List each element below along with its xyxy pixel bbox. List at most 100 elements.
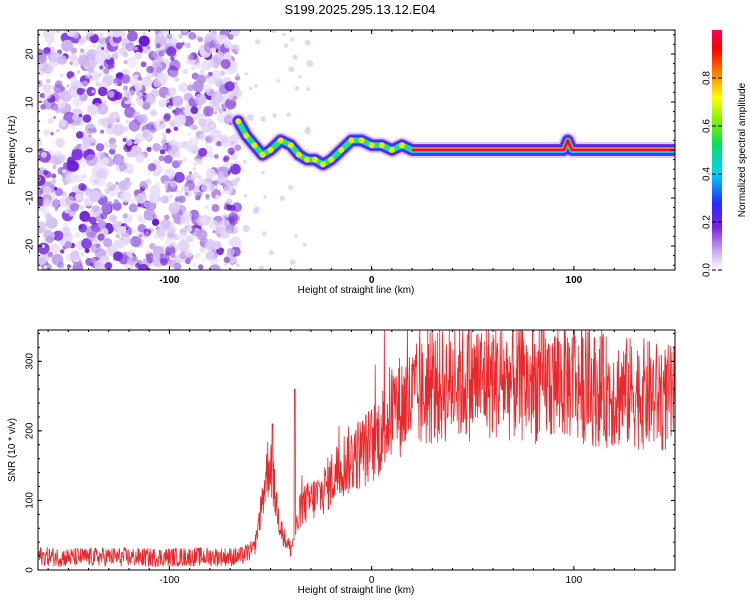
noise-speck (85, 154, 98, 167)
noise-speck (85, 225, 98, 238)
noise-speck (159, 149, 166, 155)
noise-speck (158, 50, 165, 57)
noise-speck (76, 87, 84, 95)
noise-speck (90, 205, 102, 217)
tone-track-point (287, 142, 294, 149)
noise-speck (182, 68, 189, 75)
noise-speck (161, 196, 169, 204)
noise-speck (190, 106, 199, 114)
colorbar-tick-label: 0.2 (702, 215, 713, 229)
noise-speck (225, 162, 230, 167)
noise-speck (165, 128, 171, 134)
noise-speck (55, 30, 61, 33)
noise-speck (230, 236, 242, 248)
snr-frame (37, 329, 676, 571)
noise-speck (71, 149, 83, 161)
noise-speck (260, 116, 266, 122)
noise-speck (158, 247, 164, 254)
noise-speck (81, 80, 88, 87)
figure-title: S199.2025.295.13.12.E04 (284, 2, 435, 17)
noise-speck (81, 238, 92, 249)
noise-speck (210, 47, 217, 54)
noise-speck (153, 79, 161, 88)
noise-speck (158, 197, 163, 202)
noise-speck (146, 74, 152, 80)
tone-track-point (251, 142, 258, 149)
noise-speck (119, 162, 127, 171)
noise-speck (188, 171, 193, 175)
noise-speck (47, 118, 54, 124)
noise-speck (40, 151, 47, 158)
noise-speck (52, 104, 59, 111)
noise-speck (236, 263, 240, 267)
snr-ytick-label: 300 (25, 353, 36, 370)
noise-speck (229, 162, 234, 167)
noise-speck (168, 194, 173, 199)
noise-speck (252, 208, 259, 215)
noise-speck (77, 55, 89, 66)
noise-speck (210, 69, 222, 81)
spectrogram-xtick-label: 100 (566, 275, 583, 286)
noise-speck (123, 60, 128, 65)
noise-speck (211, 204, 220, 212)
noise-speck (223, 184, 233, 195)
noise-speck (205, 251, 215, 261)
snr-xtick-label: -100 (159, 575, 179, 586)
noise-speck (129, 199, 135, 204)
noise-speck (130, 236, 142, 248)
noise-speck (218, 108, 224, 114)
noise-speck (230, 163, 241, 175)
noise-speck (69, 76, 78, 85)
noise-speck (82, 174, 87, 179)
noise-speck (115, 181, 119, 185)
noise-speck (117, 225, 127, 235)
noise-speck (283, 43, 289, 48)
noise-speck (188, 32, 197, 40)
noise-speck (172, 109, 176, 114)
noise-speck (90, 243, 101, 254)
noise-speck (65, 195, 75, 206)
noise-speck (86, 86, 96, 97)
noise-speck (173, 233, 180, 241)
noise-speck (38, 53, 47, 65)
noise-speck (224, 40, 232, 49)
tone-track-point (259, 151, 266, 158)
noise-speck (259, 265, 264, 270)
noise-speck (129, 145, 142, 158)
noise-speck (95, 143, 105, 152)
noise-speck (47, 251, 53, 258)
noise-speck (90, 257, 96, 264)
noise-speck (198, 118, 207, 127)
noise-speck (199, 245, 207, 253)
noise-speck (154, 165, 163, 174)
noise-speck (186, 226, 193, 233)
noise-speck (173, 126, 179, 131)
noise-speck (93, 179, 99, 185)
tone-track-point (267, 147, 274, 153)
noise-speck (223, 155, 230, 162)
noise-speck (131, 228, 137, 233)
noise-speck (84, 190, 91, 197)
noise-speck (243, 159, 247, 164)
noise-speck (279, 195, 285, 201)
noise-speck (175, 42, 183, 50)
colorbar: 0.0 0.2 0.4 0.6 0.8 Normalized spectral ampl… (702, 30, 748, 277)
noise-speck (98, 256, 107, 265)
noise-speck (177, 159, 183, 165)
noise-speck (150, 109, 157, 117)
noise-speck (202, 258, 206, 262)
noise-speck (244, 72, 248, 76)
noise-speck (103, 238, 113, 248)
noise-speck (132, 111, 141, 120)
noise-speck (169, 120, 176, 127)
noise-speck (77, 37, 86, 46)
noise-speck (232, 95, 237, 100)
snr-xlabel: Height of straight line (km) (298, 585, 415, 596)
noise-speck (223, 172, 229, 178)
noise-speck (124, 106, 136, 118)
noise-speck (212, 184, 216, 188)
noise-speck (46, 235, 54, 244)
noise-speck (51, 179, 56, 184)
noise-speck (132, 102, 135, 106)
